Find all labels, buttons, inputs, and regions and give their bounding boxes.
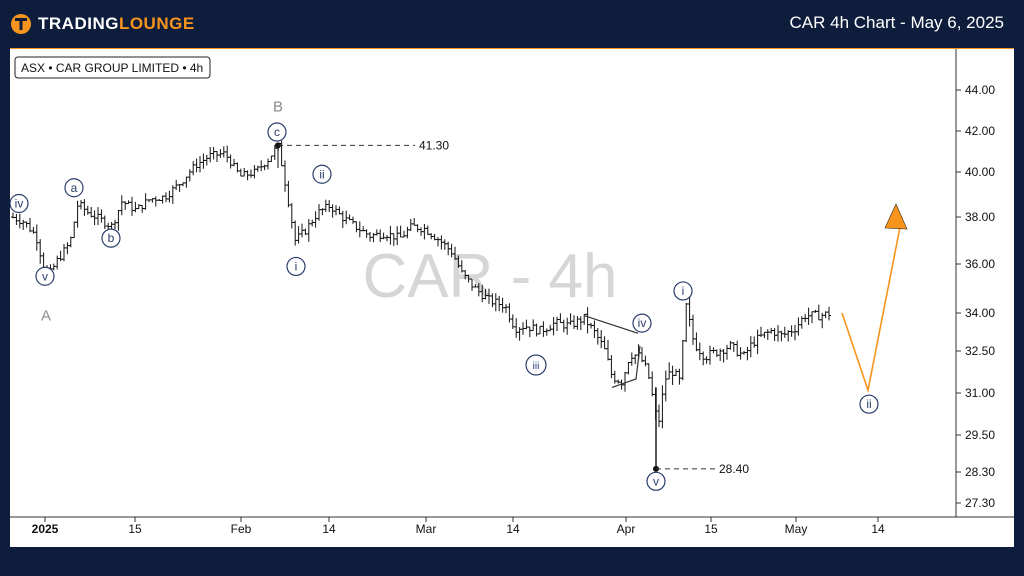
x-tick-label: 14 [871, 522, 885, 536]
tradinglounge-logo: TRADINGLOUNGE [10, 12, 195, 36]
y-tick-label: 44.00 [965, 83, 995, 97]
wave-label-text: iv [15, 197, 24, 211]
x-tick-label: 15 [704, 522, 718, 536]
chart-area[interactable]: CAR - 4h ASX • CAR GROUP LIMITED • 4h 44.0… [10, 48, 1014, 547]
y-tick-label: 42.00 [965, 124, 995, 138]
wave-label-text: ii [866, 397, 871, 411]
ohlc-bars [11, 140, 831, 429]
wave-label-text: iii [533, 361, 540, 372]
y-tick-label: 32.50 [965, 344, 995, 358]
chart-heading: CAR 4h Chart - May 6, 2025 [789, 13, 1004, 32]
x-tick-label: 14 [322, 522, 336, 536]
x-tick-label: 14 [506, 522, 520, 536]
y-tick-label: 36.00 [965, 257, 995, 271]
wave-label-text: b [108, 231, 115, 245]
wave-label-circle [632, 313, 652, 333]
wave-label-text: v [653, 474, 659, 488]
x-tick-label: 2025 [32, 522, 59, 536]
y-tick-label: 29.50 [965, 428, 995, 442]
wave-label-text: i [682, 284, 685, 298]
wave-label-circle [312, 164, 332, 184]
wave-label-circle [64, 178, 84, 198]
wave-label-circle [267, 122, 287, 142]
y-tick-label: 34.00 [965, 306, 995, 320]
y-tick-label: 27.30 [965, 496, 995, 510]
brand-wordmark: TRADINGLOUNGE [38, 14, 195, 33]
wave-label-circle [859, 394, 879, 414]
wave-label-text: i [295, 259, 298, 273]
wave-label-circle [286, 256, 306, 277]
wave-label-text: v [42, 269, 48, 283]
x-tick-label: 15 [128, 522, 142, 536]
y-tick-label: 31.00 [965, 386, 995, 400]
wave-label-text: a [71, 181, 78, 195]
wave-label-circle [101, 228, 121, 248]
x-tick-label: Mar [416, 522, 437, 536]
wave-label-text: B [273, 98, 283, 115]
y-tick-label: 40.00 [965, 165, 995, 179]
projection-arrow-head [884, 203, 908, 230]
header: TRADINGLOUNGE CAR 4h Chart - May 6, 2025 [0, 0, 1024, 48]
wave-label-text: ii [319, 167, 324, 181]
x-tick-label: Apr [617, 522, 636, 536]
wave-label-text: iv [638, 316, 647, 330]
level-label: 41.30 [419, 138, 449, 152]
instrument-label-box [14, 56, 211, 79]
x-tick-label: Feb [231, 522, 252, 536]
chart-svg[interactable]: CAR - 4h ASX • CAR GROUP LIMITED • 4h 44.0… [10, 49, 1014, 547]
watermark-text: CAR - 4h [363, 242, 618, 311]
logo-icon [11, 14, 31, 34]
wave-label-circle [673, 281, 693, 301]
y-tick-label: 28.30 [965, 465, 995, 479]
projection-path [841, 216, 903, 394]
y-tick-label: 38.00 [965, 210, 995, 224]
wave-label-text: c [274, 125, 280, 139]
instrument-label: ASX • CAR GROUP LIMITED • 4h [21, 61, 203, 75]
wave-label-circle [35, 266, 55, 286]
wedge-upper-line [583, 314, 639, 334]
wave-label-circle [525, 354, 547, 376]
wedge-lower-line [611, 345, 641, 388]
wave-label-circle [10, 193, 29, 214]
level-label: 28.40 [719, 462, 749, 476]
wave-label-text: A [41, 308, 51, 325]
wave-label-circle [646, 471, 666, 491]
x-tick-label: May [785, 522, 808, 536]
